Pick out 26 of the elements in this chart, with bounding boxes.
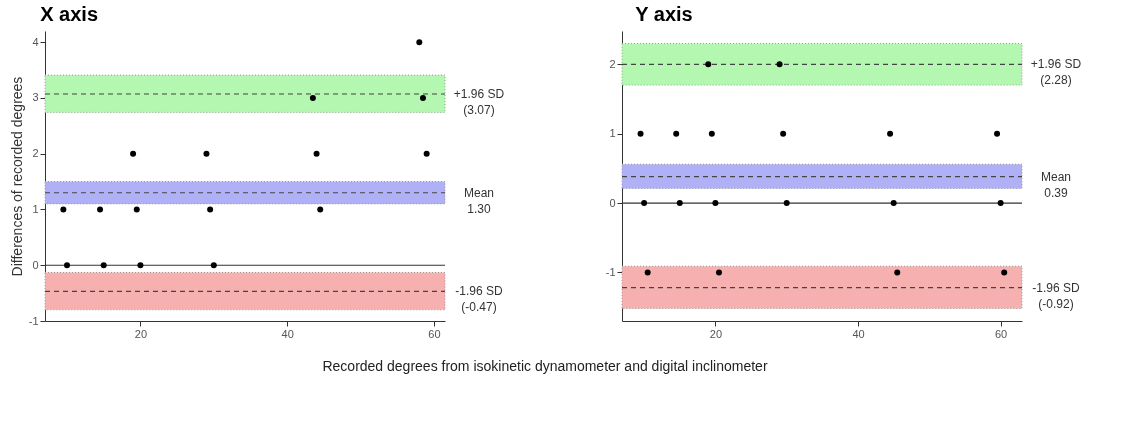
ref-line-label: Mean 0.39 [1040, 169, 1072, 200]
x-tick-label: 20 [134, 327, 148, 340]
x-tick-label: 60 [428, 327, 441, 340]
x-axis-title: Recorded degrees from isokinetic dynamometer and digital inclinometer [322, 358, 768, 374]
chart-title: X axis [40, 3, 99, 25]
y-tick-label: 1 [32, 202, 39, 215]
y-tick-label: 0 [32, 258, 39, 271]
y-tick-label: 4 [32, 35, 39, 48]
x-tick-label: 40 [852, 327, 865, 340]
y-tick-label: 3 [32, 91, 39, 104]
y-tick-label: 2 [609, 57, 616, 70]
x-tick-label: 20 [709, 327, 723, 340]
x-tick-label: 60 [994, 327, 1008, 340]
ref-line-label: -1.96 SD (-0.47) [455, 284, 504, 315]
y-tick-label: 2 [32, 147, 39, 160]
ref-line-label: +1.96 SD (3.07) [453, 87, 505, 118]
y-tick-label: 0 [609, 196, 616, 209]
y-axis-title: Differences of recorded degrees [8, 76, 25, 277]
ref-line-label: -1.96 SD (-0.92) [1032, 280, 1081, 311]
ref-line-label: Mean 1.30 [463, 185, 495, 216]
x-tick-label: 40 [281, 327, 294, 340]
chart-title: Y axis [635, 3, 693, 25]
y-tick-label: -1 [28, 314, 39, 327]
y-tick-label: -1 [605, 265, 616, 278]
ref-line-label: +1.96 SD (2.28) [1030, 57, 1082, 88]
y-tick-label: 1 [609, 127, 616, 140]
